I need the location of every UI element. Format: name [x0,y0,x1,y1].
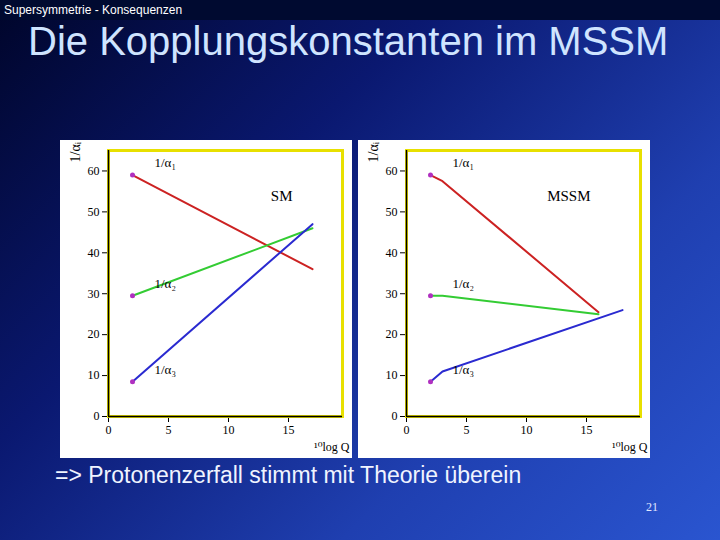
svg-text:60: 60 [88,164,100,178]
svg-text:1/α₃: 1/α₃ [155,362,176,377]
svg-text:15: 15 [581,423,593,437]
svg-text:5: 5 [464,423,470,437]
svg-text:¹⁰log Q: ¹⁰log Q [314,440,350,454]
svg-text:1/α₂: 1/α₂ [453,276,474,291]
svg-text:60: 60 [386,164,398,178]
svg-text:¹⁰log Q: ¹⁰log Q [612,440,648,454]
svg-text:SM: SM [271,188,293,204]
html-text:21: 21 [646,500,658,514]
svg-text:0: 0 [392,409,398,423]
svg-text:1/αᵢ: 1/αᵢ [366,141,381,162]
svg-text:10: 10 [88,368,100,382]
svg-text:1/αᵢ: 1/αᵢ [68,141,83,162]
svg-text:20: 20 [88,327,100,341]
svg-text:1/α₁: 1/α₁ [453,155,474,170]
svg-text:5: 5 [166,423,172,437]
svg-text:10: 10 [223,423,235,437]
svg-text:50: 50 [88,205,100,219]
svg-text:1/α₁: 1/α₁ [155,155,176,170]
svg-text:10: 10 [386,368,398,382]
svg-text:50: 50 [386,205,398,219]
svg-text:0: 0 [404,423,410,437]
svg-text:30: 30 [386,287,398,301]
svg-text:15: 15 [283,423,295,437]
svg-text:0: 0 [106,423,112,437]
html-text:=> Protonenzerfall stimmt mit: => Protonenzerfall stimmt mit Theorie üb… [55,462,522,488]
svg-text:1/α₃: 1/α₃ [453,362,474,377]
svg-text:30: 30 [88,287,100,301]
svg-text:40: 40 [88,246,100,260]
svg-text:0: 0 [94,409,100,423]
svg-text:1/α₂: 1/α₂ [155,276,176,291]
svg-text:20: 20 [386,327,398,341]
html-text:Supersymmetrie - Konsequenzen: Supersymmetrie - Konsequenzen [4,3,183,17]
svg-text:MSSM: MSSM [547,188,590,204]
html-text:Die Kopplungskonstanten im MSS: Die Kopplungskonstanten im MSSM [28,19,669,63]
svg-text:40: 40 [386,246,398,260]
svg-text:10: 10 [521,423,533,437]
